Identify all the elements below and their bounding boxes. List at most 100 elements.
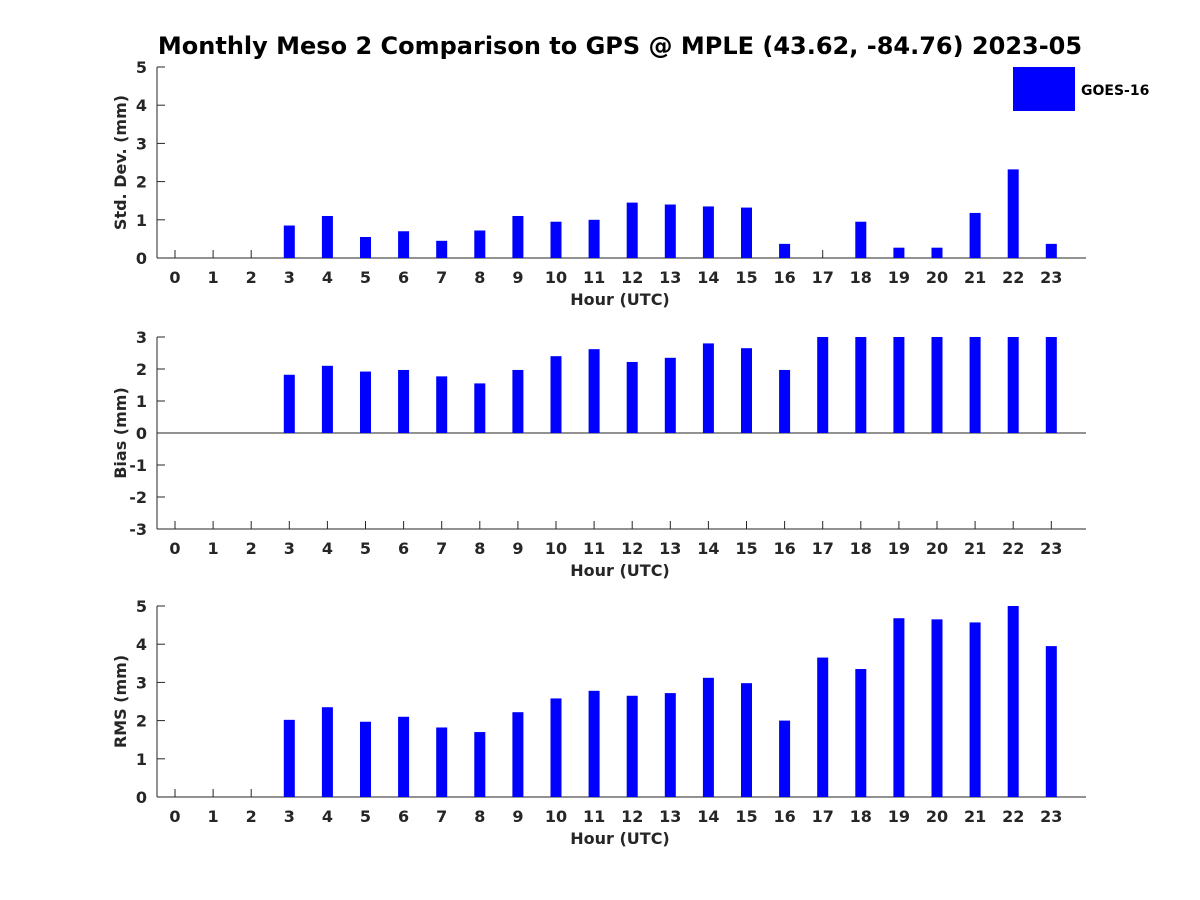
x-tick-label: 20 — [926, 807, 948, 826]
x-tick-label: 11 — [583, 807, 605, 826]
x-tick-label: 18 — [850, 807, 872, 826]
bar-rms-hour-13 — [664, 693, 676, 797]
legend-label: GOES-16 — [1081, 83, 1149, 99]
bar-std-dev-hour-6 — [398, 231, 410, 258]
x-tick-label: 8 — [474, 268, 485, 287]
figure-title: Monthly Meso 2 Comparison to GPS @ MPLE … — [158, 32, 1082, 60]
bar-bias-hour-17 — [817, 337, 829, 433]
x-tick-label: 23 — [1040, 807, 1062, 826]
y-tick-label: 3 — [136, 673, 147, 692]
x-tick-label: 19 — [888, 539, 910, 558]
bar-rms-hour-6 — [398, 716, 410, 797]
y-axis-label: Std. Dev. (mm) — [111, 95, 130, 230]
bar-rms-hour-9 — [512, 712, 524, 797]
bar-bias-hour-16 — [779, 369, 791, 433]
x-tick-label: 6 — [398, 268, 409, 287]
x-tick-label: 12 — [621, 539, 643, 558]
x-tick-label: 23 — [1040, 268, 1062, 287]
x-tick-label: 12 — [621, 807, 643, 826]
bar-bias-hour-20 — [931, 337, 943, 433]
bar-std-dev-hour-11 — [588, 219, 600, 258]
x-tick-label: 7 — [436, 539, 447, 558]
x-tick-label: 4 — [322, 268, 333, 287]
y-tick-label: 3 — [136, 134, 147, 153]
x-axis-label: Hour (UTC) — [570, 290, 670, 309]
bar-std-dev-hour-21 — [969, 212, 981, 258]
bar-rms-hour-5 — [360, 721, 371, 797]
y-tick-label: 1 — [136, 392, 147, 411]
bar-bias-hour-12 — [626, 361, 638, 433]
x-tick-label: 1 — [208, 539, 219, 558]
bar-bias-hour-8 — [474, 383, 486, 433]
x-tick-label: 16 — [773, 539, 795, 558]
bar-bias-hour-9 — [512, 369, 524, 433]
x-tick-label: 6 — [398, 539, 409, 558]
y-tick-label: 4 — [136, 96, 147, 115]
x-tick-label: 17 — [812, 268, 834, 287]
bar-rms-hour-20 — [931, 619, 943, 797]
x-tick-label: 14 — [697, 807, 719, 826]
x-tick-label: 21 — [964, 268, 986, 287]
bar-std-dev-hour-19 — [893, 247, 905, 258]
x-axis-label: Hour (UTC) — [570, 561, 670, 580]
x-tick-label: 9 — [512, 539, 523, 558]
bar-rms-hour-14 — [702, 677, 714, 797]
x-tick-label: 12 — [621, 268, 643, 287]
x-tick-label: 23 — [1040, 539, 1062, 558]
x-tick-label: 10 — [545, 807, 567, 826]
x-tick-label: 15 — [735, 539, 757, 558]
y-tick-label: 3 — [136, 328, 147, 347]
y-tick-label: 5 — [136, 58, 147, 77]
x-tick-label: 16 — [773, 268, 795, 287]
bar-bias-hour-6 — [398, 369, 410, 433]
x-tick-label: 22 — [1002, 539, 1024, 558]
bar-bias-hour-11 — [588, 349, 600, 433]
bar-bias-hour-7 — [436, 376, 448, 433]
x-tick-label: 2 — [246, 268, 257, 287]
x-tick-label: 20 — [926, 539, 948, 558]
bar-rms-hour-10 — [550, 698, 562, 797]
x-tick-label: 13 — [659, 807, 681, 826]
x-tick-label: 21 — [964, 807, 986, 826]
y-tick-label: 5 — [136, 597, 147, 616]
bar-bias-hour-18 — [855, 337, 867, 433]
bar-bias-hour-22 — [1007, 337, 1019, 433]
x-tick-label: 14 — [697, 539, 719, 558]
bar-std-dev-hour-13 — [664, 204, 676, 258]
x-tick-label: 9 — [512, 807, 523, 826]
bar-std-dev-hour-10 — [550, 221, 562, 258]
x-tick-label: 3 — [284, 539, 295, 558]
bar-std-dev-hour-9 — [512, 215, 524, 258]
x-tick-label: 11 — [583, 539, 605, 558]
x-tick-label: 9 — [512, 268, 523, 287]
bar-std-dev-hour-14 — [702, 206, 714, 258]
y-tick-label: 2 — [136, 712, 147, 731]
bar-rms-hour-23 — [1045, 646, 1057, 797]
bar-bias-hour-21 — [969, 337, 981, 433]
x-tick-label: 4 — [322, 807, 333, 826]
x-tick-label: 19 — [888, 807, 910, 826]
bar-std-dev-hour-7 — [436, 240, 448, 258]
bar-bias-hour-10 — [550, 356, 562, 433]
x-tick-label: 3 — [284, 807, 295, 826]
bar-rms-hour-21 — [969, 622, 981, 797]
x-tick-label: 2 — [246, 807, 257, 826]
x-tick-label: 7 — [436, 807, 447, 826]
x-tick-label: 10 — [545, 268, 567, 287]
x-tick-label: 3 — [284, 268, 295, 287]
bar-rms-hour-16 — [779, 720, 791, 797]
bar-std-dev-hour-18 — [855, 221, 867, 258]
x-tick-label: 8 — [474, 539, 485, 558]
x-tick-label: 6 — [398, 807, 409, 826]
y-axis-label: Bias (mm) — [111, 387, 130, 479]
x-tick-label: 15 — [735, 807, 757, 826]
bar-rms-hour-4 — [321, 707, 333, 797]
legend: GOES-16 — [1013, 67, 1149, 111]
bar-std-dev-hour-22 — [1007, 169, 1019, 258]
x-axis-label: Hour (UTC) — [570, 829, 670, 848]
bar-rms-hour-22 — [1007, 606, 1019, 797]
x-tick-label: 13 — [659, 539, 681, 558]
bar-bias-hour-4 — [321, 365, 333, 433]
